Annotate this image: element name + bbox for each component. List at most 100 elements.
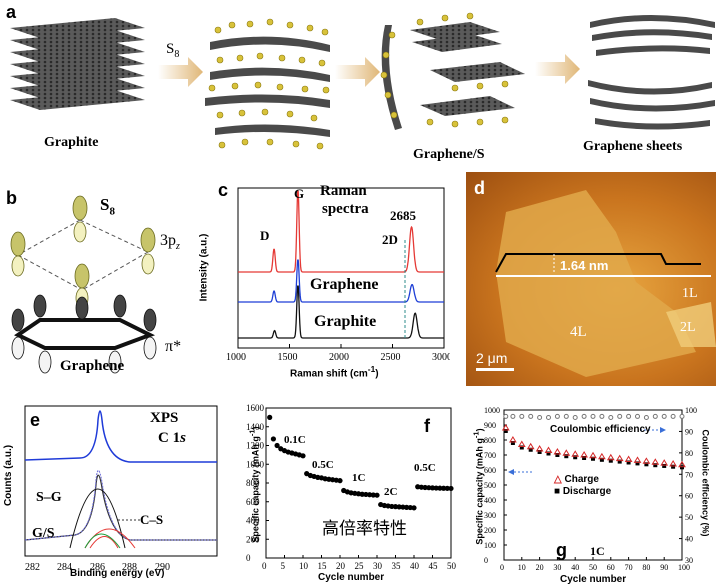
charge-point xyxy=(526,442,535,450)
cycling-chart: 0 10 20 30 40 50 60 70 80 90 100010020030040050060… xyxy=(484,406,697,572)
discharge-point xyxy=(546,451,551,456)
rate-point xyxy=(448,485,454,492)
afm-layer-4l: 4L xyxy=(570,324,587,340)
rate-ytick-label-1400: 1400 xyxy=(246,422,265,432)
discharge-point xyxy=(671,464,676,469)
rate-xtick-label-45: 45 xyxy=(429,561,439,571)
discharge-point xyxy=(528,447,533,452)
trace-label-graphite: Graphite xyxy=(314,313,377,330)
charge-point xyxy=(606,453,615,461)
rate-point xyxy=(392,504,399,510)
rate-xtick-label-40: 40 xyxy=(410,561,420,571)
rate-xtick-label-0: 0 xyxy=(262,561,267,571)
coulombic-point xyxy=(537,415,543,420)
rate-point xyxy=(274,442,280,449)
rate-point xyxy=(426,485,432,491)
legend-discharge: ■ Discharge xyxy=(554,486,612,497)
discharge-point xyxy=(503,429,508,433)
raman-title-1: Raman xyxy=(320,183,367,199)
cyc-rtick-label-50: 50 xyxy=(685,513,693,522)
rate-point xyxy=(404,504,410,510)
cyc-xtick-label-0: 0 xyxy=(500,563,504,572)
graphene-s-sheets xyxy=(380,12,525,130)
xps-subtitle: C 1s xyxy=(158,430,186,446)
caption-graphite: Graphite xyxy=(44,135,99,150)
raman-tick-label-2500: 2500 xyxy=(381,352,401,363)
cyc-ytick-label-400: 400 xyxy=(484,496,496,505)
arrow-2 xyxy=(335,57,380,87)
coulombic-point xyxy=(503,413,509,419)
cyc-ytick-label-300: 300 xyxy=(484,511,496,520)
raman-series-1 xyxy=(238,259,444,303)
coulombic-point xyxy=(528,413,534,419)
discharge-point xyxy=(599,457,604,462)
cyc-xtick-label-30: 30 xyxy=(553,563,561,572)
panel-f-label: f xyxy=(424,416,430,436)
discharge-point xyxy=(573,455,578,460)
cycling-ylabel-left: Specific capacity (mAh g-1) xyxy=(471,428,485,545)
cyc-ytick-label-200: 200 xyxy=(484,526,496,535)
rate-point xyxy=(337,478,343,484)
rate-point xyxy=(363,491,369,498)
coulombic-point xyxy=(608,415,614,420)
rate-point xyxy=(367,492,373,498)
rate-point xyxy=(407,504,413,511)
raman-tick-label-2000: 2000 xyxy=(329,352,349,363)
discharge-point xyxy=(564,454,569,459)
panel-c-label: c xyxy=(218,180,229,200)
rate-label-4: 2C xyxy=(384,486,398,498)
panel-e-label: e xyxy=(30,410,41,430)
panel-a-label: a xyxy=(6,2,17,22)
rate-xtick-label-25: 25 xyxy=(355,561,365,571)
charge-point xyxy=(571,450,580,457)
xps-chart: 282 284 286 288 290 xyxy=(24,405,218,573)
afm-layer-1l: 1L xyxy=(682,286,698,301)
cyc-ytick-label-800: 800 xyxy=(484,436,496,445)
raman-ylabel: Intensity (a.u.) xyxy=(198,233,210,302)
discharge-point xyxy=(582,456,587,460)
charge-point xyxy=(501,424,510,431)
rate-ytick-label-0: 0 xyxy=(246,553,251,563)
rate-point xyxy=(433,485,439,491)
charge-point xyxy=(535,445,544,452)
cyc-xtick-label-50: 50 xyxy=(589,563,597,572)
rate-ytick-label-200: 200 xyxy=(246,534,260,544)
cyc-rtick-label-90: 90 xyxy=(685,427,693,436)
charge-point xyxy=(589,451,597,459)
coulombic-point xyxy=(599,413,605,419)
charge-point xyxy=(678,460,686,468)
rate-annotation: 高倍率特性 xyxy=(322,519,407,539)
discharge-point xyxy=(608,458,613,463)
svg-text:284: 284 xyxy=(57,562,72,573)
charge-point xyxy=(651,458,660,465)
cyc-ytick-label-500: 500 xyxy=(484,481,496,490)
peak-g-label: G xyxy=(294,186,305,201)
peak-value-label: 2685 xyxy=(390,208,416,223)
coulombic-point xyxy=(661,413,667,419)
rate-point xyxy=(437,485,443,491)
panel-d-label: d xyxy=(474,178,485,198)
caption-graphene-s: Graphene/S xyxy=(413,147,485,162)
rate-point xyxy=(422,484,428,491)
discharge-point xyxy=(617,459,622,464)
rate-label-1: 0.1C xyxy=(284,434,306,446)
cyc-rtick-label-100: 100 xyxy=(685,406,697,415)
legend-charge: △ Charge xyxy=(554,474,599,485)
rate-ytick-label-600: 600 xyxy=(246,497,260,507)
rate-xlabel: Cycle number xyxy=(318,572,385,583)
arrow-s8-label: S8 xyxy=(166,41,180,60)
cycling-rate: 1C xyxy=(590,544,605,558)
rate-ytick-label-400: 400 xyxy=(246,516,260,526)
coulombic-label: Coulombic efficiency xyxy=(550,424,651,435)
discharge-point xyxy=(662,463,667,468)
rate-xtick-label-20: 20 xyxy=(336,561,346,571)
coulombic-point xyxy=(546,415,551,420)
orbital-diagram xyxy=(10,195,157,374)
cyc-ytick-label-0: 0 xyxy=(484,556,488,565)
cyc-ytick-label-1000: 1000 xyxy=(484,406,500,415)
rate-point xyxy=(444,485,450,491)
raman-series-0 xyxy=(238,190,444,273)
pi-star-label: π* xyxy=(165,338,182,355)
discharge-point xyxy=(680,465,684,470)
rate-point xyxy=(418,484,424,490)
